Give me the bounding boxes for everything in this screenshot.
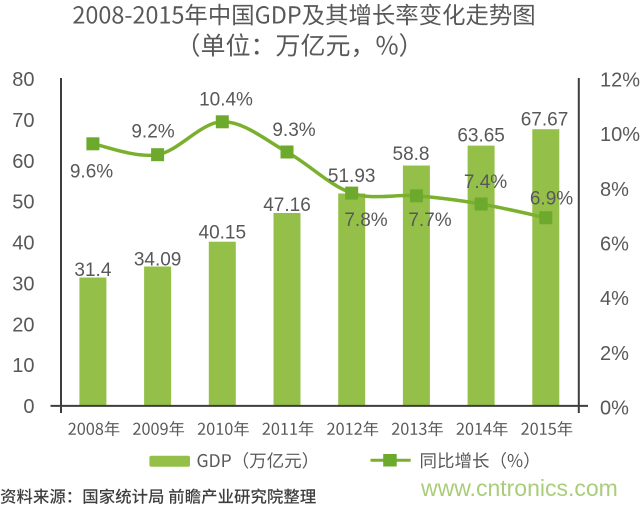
svg-text:20: 20 [12,314,34,336]
svg-text:9.6%: 9.6% [70,162,113,183]
svg-text:70: 70 [12,110,34,132]
svg-text:60: 60 [12,151,34,173]
svg-text:50: 50 [12,192,34,214]
svg-text:34.09: 34.09 [134,250,182,271]
svg-text:8%: 8% [600,179,629,201]
svg-text:6.9%: 6.9% [530,189,573,210]
svg-text:9.2%: 9.2% [131,122,174,143]
svg-text:40.15: 40.15 [199,223,247,244]
svg-text:12%: 12% [600,70,640,92]
svg-text:67.67: 67.67 [521,110,569,131]
svg-text:0%: 0% [600,397,629,419]
svg-text:www.cntronics.com: www.cntronics.com [420,475,618,501]
svg-text:40: 40 [12,233,34,255]
svg-text:7.7%: 7.7% [408,210,451,231]
svg-text:10%: 10% [600,124,640,146]
svg-text:10: 10 [12,355,34,377]
svg-text:6%: 6% [600,234,629,256]
svg-text:2%: 2% [600,343,629,365]
svg-text:0: 0 [23,396,34,418]
svg-text:10.4%: 10.4% [199,90,253,111]
svg-text:47.16: 47.16 [263,195,311,216]
svg-text:51.93: 51.93 [328,166,376,187]
svg-text:7.4%: 7.4% [464,172,507,193]
svg-text:31.4: 31.4 [74,260,111,281]
svg-text:80: 80 [12,69,34,91]
svg-text:63.65: 63.65 [457,126,505,147]
svg-text:58.8: 58.8 [393,144,430,165]
svg-text:30: 30 [12,273,34,295]
svg-text:7.8%: 7.8% [344,210,387,231]
svg-text:9.3%: 9.3% [272,120,315,141]
svg-text:4%: 4% [600,288,629,310]
